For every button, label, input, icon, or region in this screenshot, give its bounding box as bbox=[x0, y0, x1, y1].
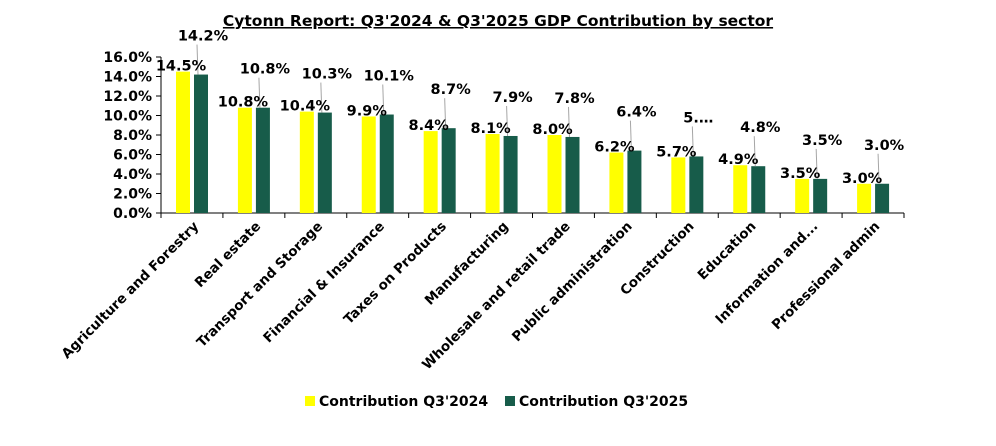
x-tick-label: Education bbox=[695, 219, 760, 284]
x-tick-label: Agriculture and Forestry bbox=[59, 218, 203, 362]
bar-q3-2024 bbox=[176, 71, 190, 213]
data-label-q3-2025: 4.8% bbox=[740, 120, 781, 136]
legend: Contribution Q3'2024 Contribution Q3'2025 bbox=[305, 394, 688, 410]
x-tick-label: Transport and Storage bbox=[194, 219, 326, 351]
bar-q3-2025 bbox=[317, 112, 332, 213]
leader-line bbox=[382, 84, 385, 115]
data-label-q3-2024: 10.8% bbox=[218, 95, 269, 111]
y-tick-label: 10.0% bbox=[103, 109, 152, 125]
x-tick-label: Financial & Insurance bbox=[260, 219, 388, 347]
bar-q3-2025 bbox=[441, 128, 456, 213]
bars bbox=[176, 71, 890, 213]
data-label-q3-2025: 7.9% bbox=[492, 90, 533, 106]
data-label-q3-2025: 14.2% bbox=[178, 29, 229, 45]
data-label-q3-2024: 14.5% bbox=[156, 59, 207, 75]
legend-swatch-q3-2025 bbox=[505, 396, 515, 406]
y-tick-label: 12.0% bbox=[103, 89, 152, 105]
data-label-q3-2025: 7.8% bbox=[554, 91, 595, 107]
bar-q3-2025 bbox=[813, 178, 828, 213]
bar-q3-2025 bbox=[627, 150, 642, 213]
leader-line bbox=[753, 136, 756, 167]
data-label-q3-2024: 9.9% bbox=[347, 103, 388, 119]
bar-q3-2024 bbox=[299, 111, 314, 213]
data-label-q3-2024: 5.7% bbox=[656, 144, 697, 160]
data-label-q3-2024: 3.5% bbox=[780, 166, 821, 182]
bar-q3-2025 bbox=[194, 74, 208, 213]
bar-q3-2024 bbox=[609, 152, 624, 213]
data-label-q3-2024: 4.9% bbox=[718, 152, 759, 168]
leader-line bbox=[196, 44, 199, 75]
leader-line bbox=[506, 105, 509, 136]
data-label-q3-2025: 10.3% bbox=[302, 67, 353, 83]
y-tick-label: 0.0% bbox=[113, 206, 152, 222]
legend-label-q3-2025: Contribution Q3'2025 bbox=[519, 394, 688, 410]
bar-q3-2024 bbox=[423, 131, 438, 213]
data-label-q3-2024: 10.4% bbox=[280, 99, 331, 115]
data-labels: 14.5% 10.8% 10.4% 9.9% 8.4% 8.1% 8.0% 6.2% 5.7% 4… bbox=[156, 29, 905, 187]
y-axis: 0.0% 2.0% 4.0% 6.0% 8.0% 10.0% 12.0% 14.0% 16.0% bbox=[103, 50, 162, 222]
leader-line bbox=[568, 106, 570, 137]
y-tick-label: 16.0% bbox=[103, 50, 152, 66]
data-label-q3-2025: 5.… bbox=[683, 110, 713, 126]
bar-q3-2024 bbox=[733, 165, 748, 213]
data-label-q3-2025: 10.8% bbox=[240, 62, 291, 78]
data-label-q3-2025: 10.1% bbox=[364, 69, 415, 85]
y-tick-label: 4.0% bbox=[113, 167, 152, 183]
bar-q3-2025 bbox=[565, 136, 580, 213]
x-tick-label: Taxes on Products bbox=[341, 219, 450, 328]
chart-title: Cytonn Report: Q3'2024 & Q3'2025 GDP Con… bbox=[223, 12, 774, 30]
bar-q3-2024 bbox=[795, 178, 810, 213]
data-label-q3-2024: 8.0% bbox=[532, 122, 573, 138]
data-label-q3-2024: 8.4% bbox=[409, 118, 450, 134]
bar-q3-2025 bbox=[875, 183, 890, 213]
data-label-q3-2024: 3.0% bbox=[842, 171, 883, 187]
leader-line bbox=[629, 120, 632, 151]
leader-line bbox=[258, 77, 261, 108]
bar-q3-2025 bbox=[379, 114, 394, 213]
data-label-q3-2024: 6.2% bbox=[594, 140, 635, 156]
y-tick-label: 2.0% bbox=[113, 187, 152, 203]
data-label-q3-2025: 8.7% bbox=[431, 82, 472, 98]
leader-line bbox=[877, 153, 880, 184]
data-label-q3-2025: 3.5% bbox=[802, 133, 843, 149]
bar-q3-2025 bbox=[255, 107, 270, 213]
bar-q3-2025 bbox=[503, 135, 518, 213]
bar-q3-2025 bbox=[689, 156, 704, 213]
bar-q3-2024 bbox=[857, 183, 872, 213]
y-tick-label: 6.0% bbox=[113, 148, 152, 164]
bar-q3-2024 bbox=[237, 107, 252, 213]
leader-line bbox=[320, 82, 323, 113]
bar-q3-2024 bbox=[671, 157, 686, 213]
legend-swatch-q3-2024 bbox=[305, 396, 315, 406]
x-tick-label: Public administration bbox=[509, 219, 636, 346]
bar-q3-2024 bbox=[547, 135, 562, 213]
x-tick-label: Professional admin bbox=[769, 219, 884, 334]
data-label-q3-2024: 8.1% bbox=[470, 121, 511, 137]
y-tick-label: 14.0% bbox=[103, 70, 152, 86]
bar-q3-2024 bbox=[361, 116, 376, 213]
x-tick-label: Information and... bbox=[712, 219, 821, 328]
leader-lines bbox=[196, 44, 880, 184]
bar-q3-2024 bbox=[485, 134, 500, 213]
y-tick-label: 8.0% bbox=[113, 128, 152, 144]
leader-line bbox=[444, 98, 447, 129]
data-label-q3-2025: 3.0% bbox=[864, 138, 905, 154]
legend-label-q3-2024: Contribution Q3'2024 bbox=[319, 394, 488, 410]
leader-line bbox=[691, 126, 694, 157]
leader-line bbox=[815, 148, 818, 179]
bar-q3-2025 bbox=[751, 166, 766, 213]
data-label-q3-2025: 6.4% bbox=[616, 105, 657, 121]
